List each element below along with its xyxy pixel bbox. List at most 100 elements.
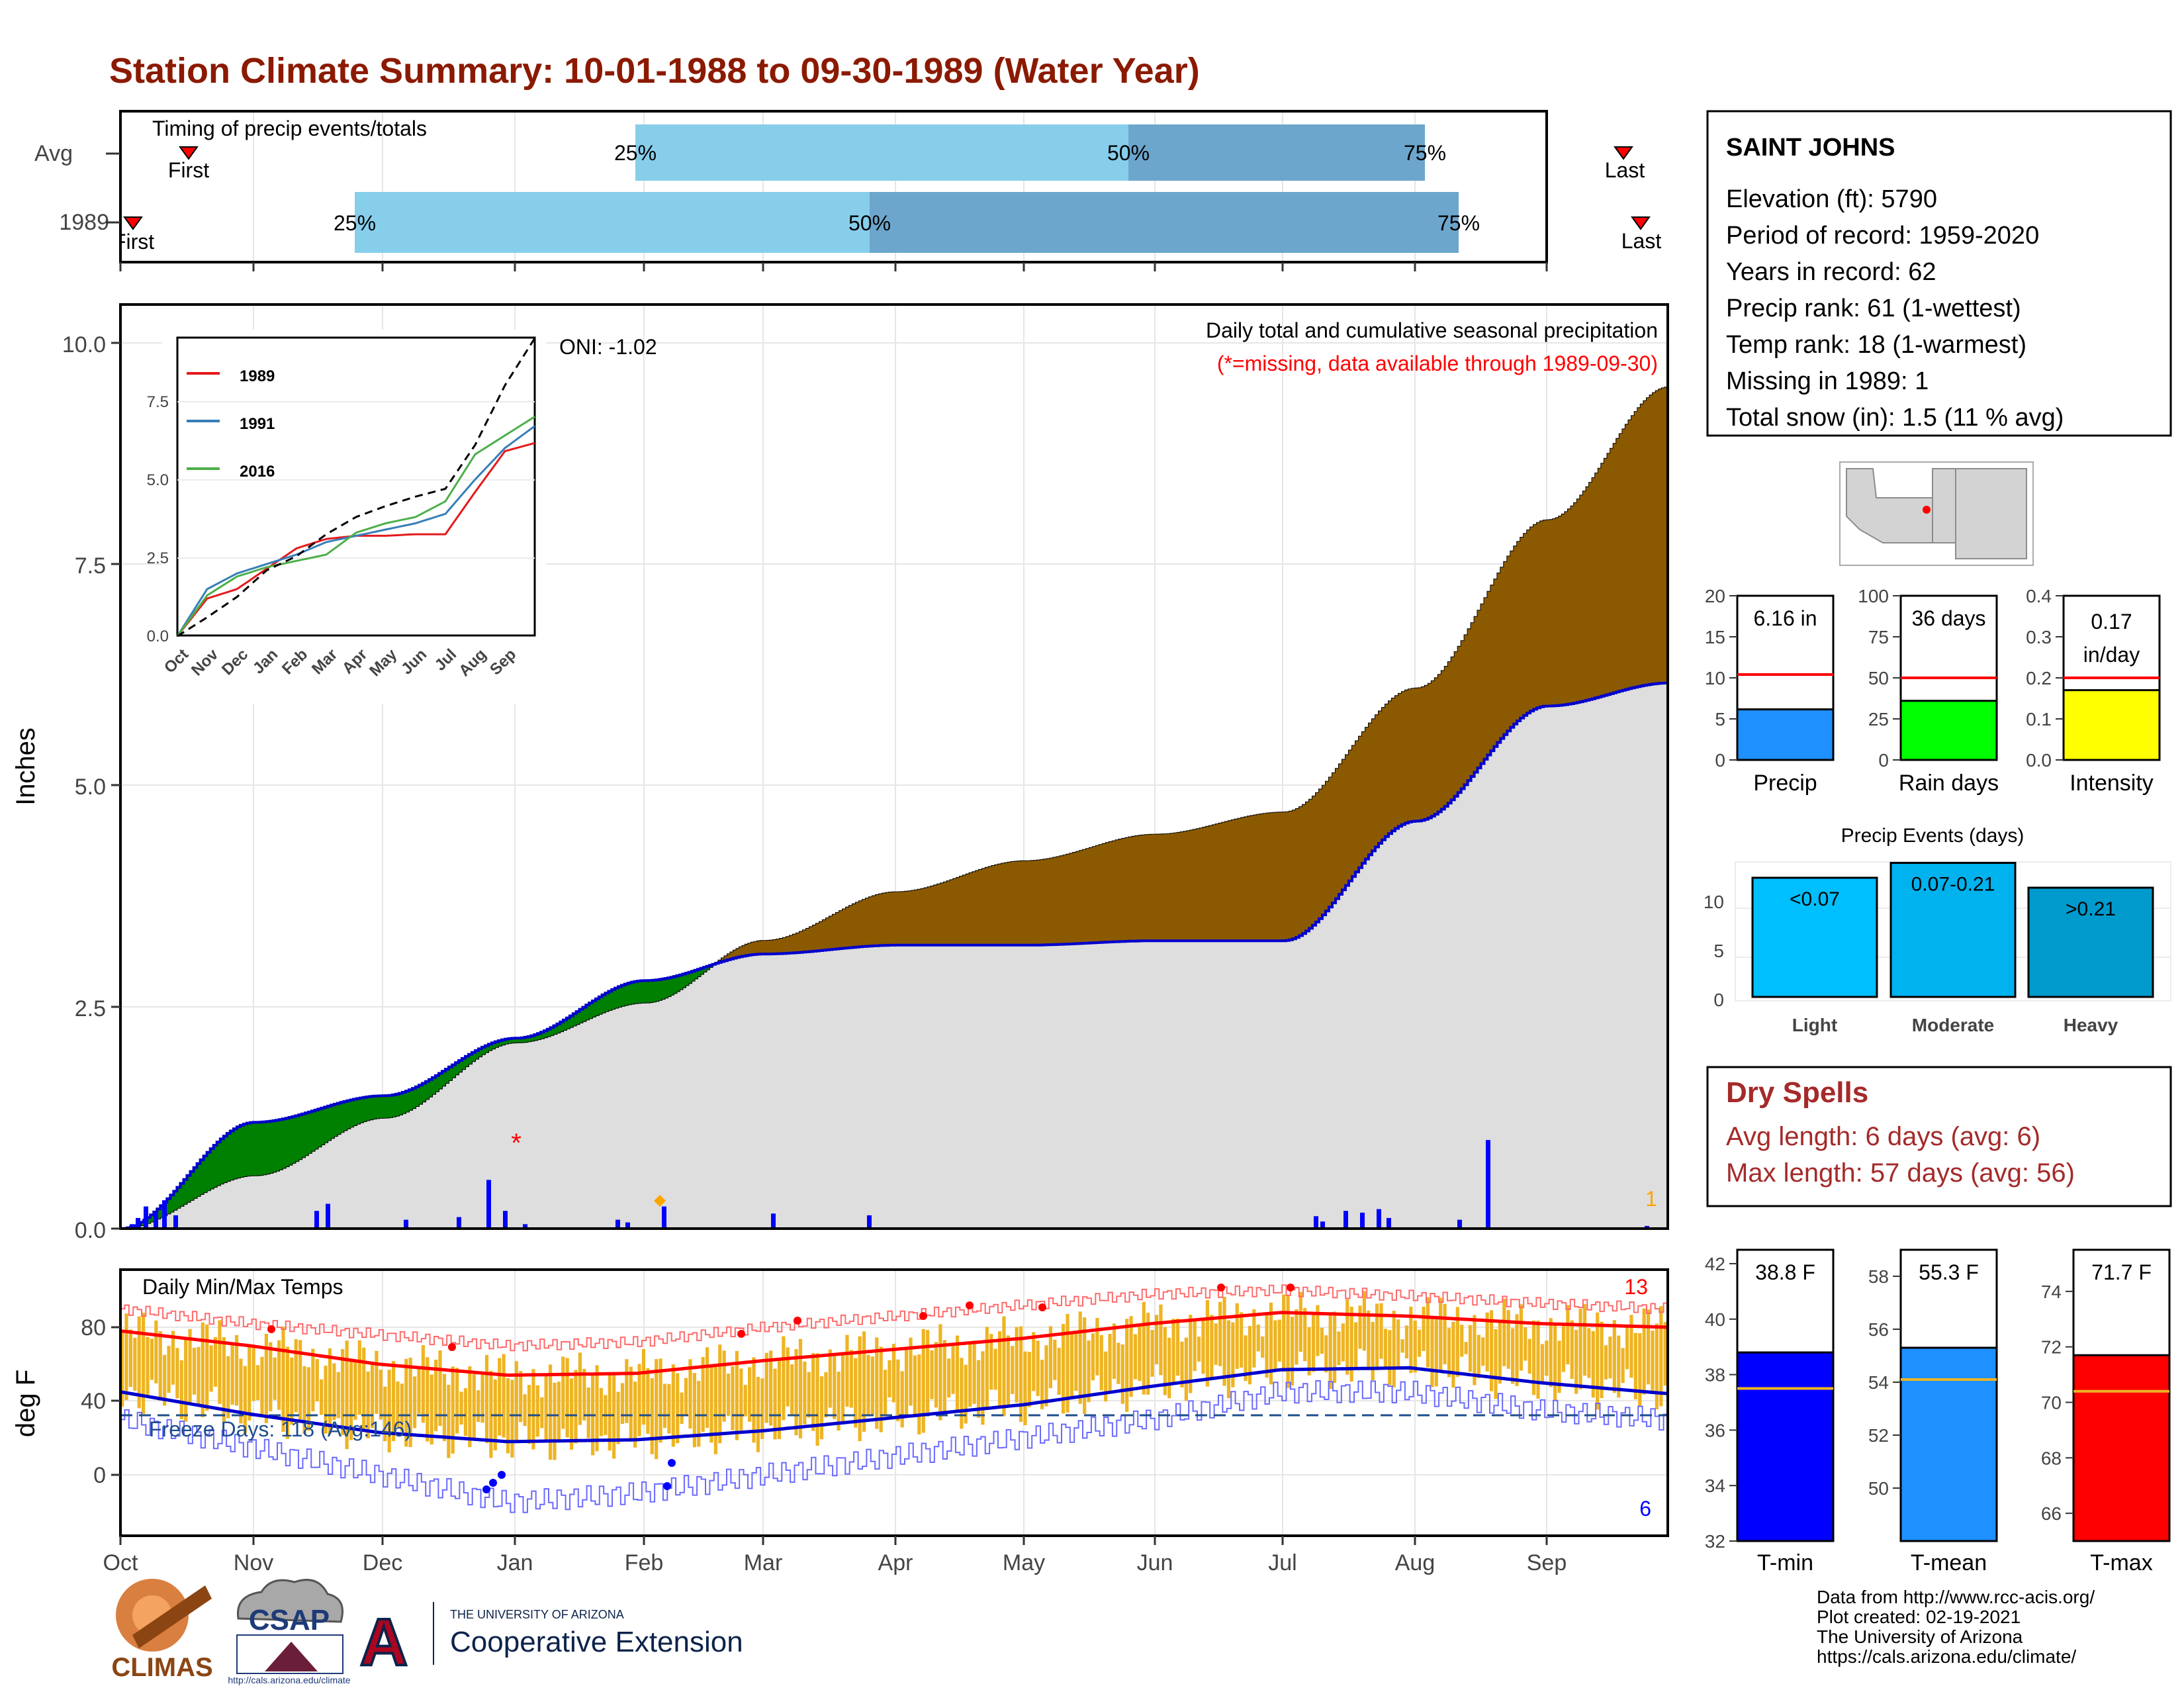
daily-temp-bar [201, 1322, 205, 1417]
daily-temp-bar [1439, 1297, 1443, 1370]
daily-temp-bar [175, 1348, 179, 1399]
daily-temp-bar [1604, 1345, 1608, 1380]
daily-temp-bar [650, 1378, 654, 1454]
daily-temp-bar [985, 1327, 989, 1410]
daily-precip-bar [162, 1200, 167, 1229]
daily-temp-bar [137, 1316, 141, 1409]
daily-temp-bar [320, 1379, 324, 1415]
temp-y-axis-label: deg F [11, 1370, 40, 1437]
daily-temp-bar [1189, 1315, 1193, 1393]
daily-temp-bar [1570, 1320, 1574, 1380]
month-tick-label: Dec [363, 1550, 402, 1575]
daily-temp-bar [1244, 1335, 1248, 1382]
daily-temp-bar [1066, 1313, 1069, 1413]
daily-temp-bar [951, 1344, 955, 1394]
daily-temp-bar [379, 1370, 383, 1420]
temp-gauge-value: 71.7 F [2091, 1260, 2152, 1284]
daily-temp-bar [1201, 1319, 1205, 1374]
daily-temp-bar [1633, 1333, 1637, 1399]
daily-temp-bar [616, 1391, 620, 1444]
daily-temp-bar [1617, 1335, 1621, 1398]
daily-temp-bar [243, 1366, 247, 1434]
daily-temp-bar [947, 1358, 951, 1398]
daily-temp-bar [306, 1367, 311, 1431]
daily-temp-bar [1129, 1316, 1133, 1397]
daily-precip-bar [1320, 1221, 1325, 1229]
daily-temp-bar [1142, 1301, 1146, 1395]
month-tick-label: Apr [878, 1550, 913, 1575]
daily-temp-bar [1062, 1324, 1066, 1414]
daily-temp-bar [328, 1348, 332, 1434]
daily-temp-bar [815, 1353, 819, 1446]
record-max-line [120, 1284, 1668, 1352]
gauge-tick: 10 [1705, 668, 1725, 688]
climas-logo: CLIMAS [111, 1579, 213, 1682]
daily-temp-bar [396, 1381, 400, 1427]
daily-precip-bar [662, 1206, 666, 1229]
locator-map [1839, 461, 2034, 566]
daily-temp-bar [197, 1346, 201, 1405]
inset-chart: 1989 1991 2016 0.0 2.5 5.0 7.5 OctNovDec… [147, 330, 546, 704]
daily-temp-bar [1468, 1325, 1473, 1372]
daily-temp-bar [1316, 1305, 1320, 1356]
daily-temp-bar [1498, 1320, 1502, 1384]
year-p75-label: 75% [1437, 211, 1480, 235]
csap-logo-url: http://cals.arizona.edu/climate [228, 1675, 350, 1685]
daily-temp-bar [324, 1366, 328, 1434]
daily-temp-bar [251, 1344, 255, 1401]
daily-temp-bar [989, 1334, 993, 1390]
daily-precip-bar [457, 1217, 461, 1229]
daily-precip-bar [867, 1215, 872, 1229]
daily-temp-bar [391, 1360, 396, 1441]
daily-temp-bar [120, 1331, 124, 1407]
daily-temp-bar [1295, 1309, 1298, 1365]
daily-temp-bar [1494, 1329, 1498, 1399]
daily-temp-bar [1095, 1317, 1099, 1376]
daily-temp-bar [1320, 1327, 1324, 1354]
daily-temp-bar [544, 1375, 548, 1441]
gauge-bar-intensity [2062, 689, 2161, 761]
deficit-area [715, 387, 1668, 964]
daily-temp-bar [1197, 1336, 1201, 1362]
precip-annotation: Daily total and cumulative seasonal prec… [1206, 318, 1658, 342]
daily-precip-bar [771, 1213, 776, 1229]
daily-temp-bar [163, 1354, 167, 1406]
daily-temp-bar [1451, 1322, 1455, 1388]
daily-temp-bar [1371, 1321, 1375, 1381]
event-category-label: Heavy [2064, 1015, 2118, 1035]
daily-precip-bar [136, 1217, 140, 1229]
daily-temp-bar [404, 1358, 408, 1447]
daily-temp-bar [595, 1365, 599, 1452]
daily-temp-bar [1286, 1295, 1290, 1388]
y-tick-1: 2.5 [75, 996, 106, 1021]
year-cumulative-line [120, 681, 1669, 1230]
daily-temp-bar [341, 1348, 345, 1435]
daily-temp-bar [1256, 1325, 1260, 1352]
temp-gauge-tick: 68 [2041, 1448, 2062, 1468]
daily-precip-bar [615, 1219, 620, 1229]
daily-temp-bar [1502, 1298, 1506, 1366]
daily-temp-bar [158, 1331, 162, 1401]
event-category-label: Moderate [1912, 1015, 1994, 1035]
daily-precip-bar [523, 1224, 527, 1229]
missing-data-marker: * [511, 1129, 522, 1158]
precip-events-chart: Precip Events (days) <0.07 Light 0.07-0.21… [1704, 825, 2171, 1035]
csap-logo: CSAP http://cals.arizona.edu/climate [228, 1579, 351, 1685]
temp-gauge-value: 55.3 F [1919, 1260, 1979, 1284]
daily-temp-bar [133, 1337, 137, 1391]
daily-temp-bar [1112, 1323, 1116, 1380]
daily-temp-bar [726, 1374, 731, 1417]
temp-gauge-bar-t-min [1736, 1351, 1835, 1542]
station-line-4: Precip rank: 61 (1-wettest) [1726, 295, 2021, 322]
station-info-box: SAINT JOHNS Elevation (ft): 5790 Period … [1706, 110, 2172, 437]
daily-precip-bar [1314, 1216, 1318, 1229]
daily-temp-bar [849, 1350, 853, 1408]
daily-temp-bar [484, 1354, 489, 1444]
daily-temp-bar [1099, 1335, 1103, 1391]
temp-gauge-tick: 38 [1705, 1365, 1725, 1385]
y-tick-3: 7.5 [75, 553, 106, 579]
daily-temp-bar [1413, 1321, 1417, 1373]
timing-row-year: 1989 [59, 210, 109, 235]
gauge-value: 6.16 in [1753, 606, 1817, 630]
daily-temp-bar [676, 1373, 680, 1444]
